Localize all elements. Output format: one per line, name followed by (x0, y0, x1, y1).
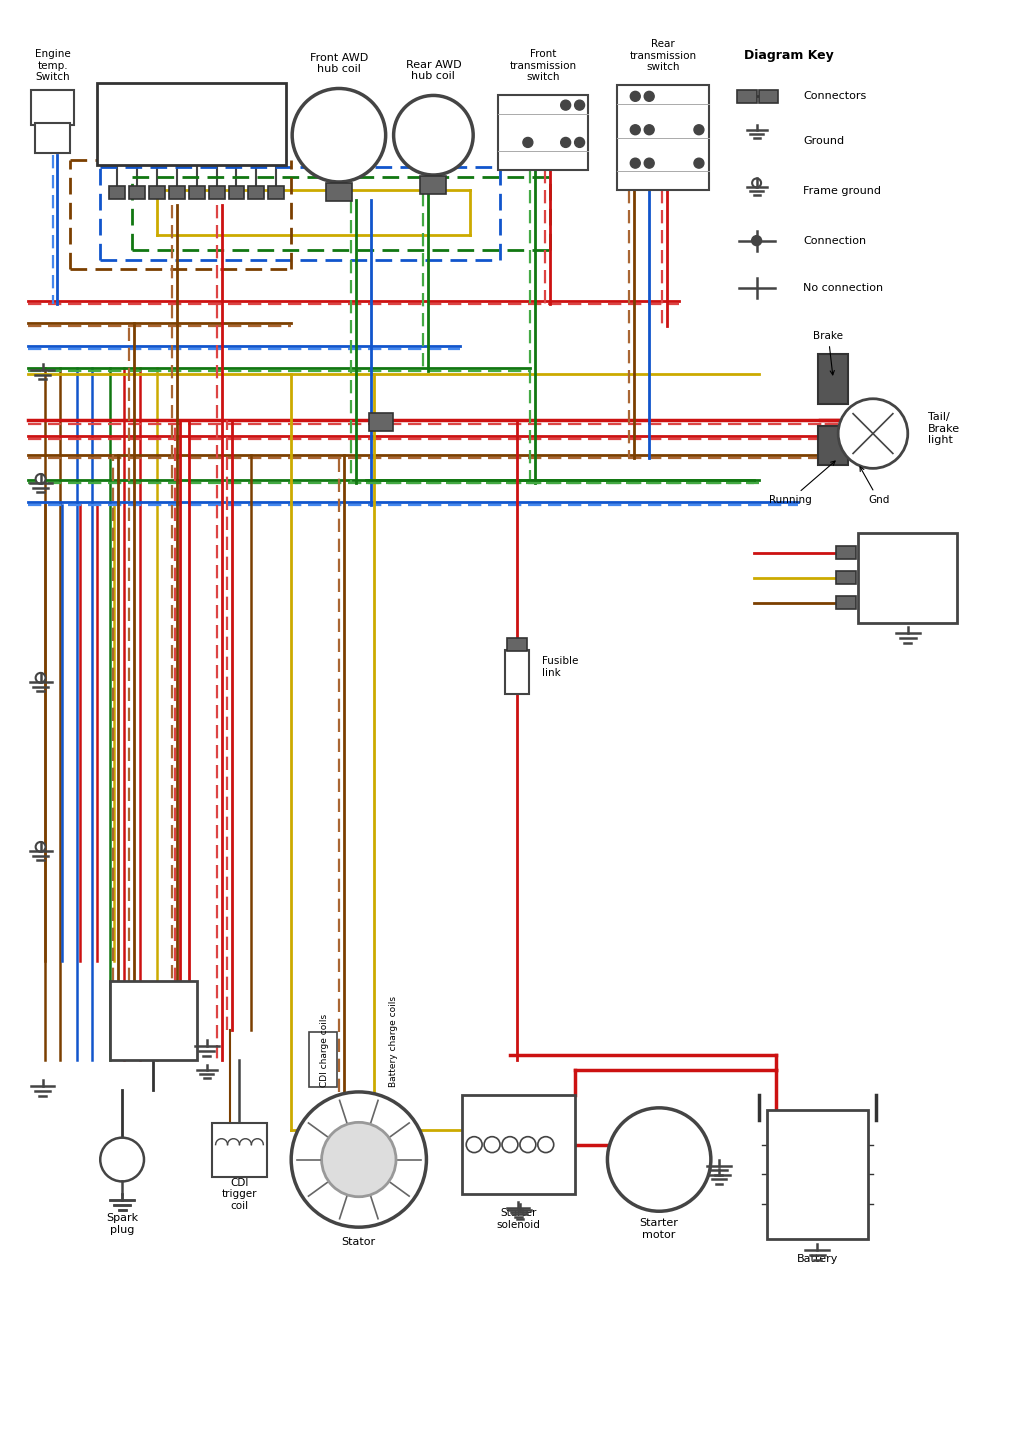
Text: Ground: Ground (803, 136, 844, 146)
Circle shape (630, 158, 640, 168)
Circle shape (100, 1137, 144, 1181)
Circle shape (644, 92, 654, 102)
Text: Spark
plug: Spark plug (106, 1213, 138, 1234)
Bar (269, 186, 284, 199)
Bar (97, 83, 286, 165)
Text: Ignition
coil: Ignition coil (132, 1010, 175, 1031)
Text: Rev: Rev (622, 92, 638, 100)
Bar (836, 596, 856, 609)
Text: Front
transmission
switch: Front transmission switch (509, 49, 577, 82)
Text: Battery: Battery (797, 1254, 838, 1264)
Circle shape (484, 1137, 500, 1153)
Text: +: + (809, 1130, 825, 1148)
Circle shape (394, 96, 473, 175)
Text: Frame ground: Frame ground (803, 186, 882, 196)
Text: Rear AWD
hub coil: Rear AWD hub coil (406, 60, 462, 82)
Bar (736, 90, 756, 103)
Circle shape (537, 1137, 553, 1153)
Bar (109, 186, 125, 199)
Circle shape (35, 673, 45, 683)
Text: CDI charge coils: CDI charge coils (319, 1014, 328, 1087)
Circle shape (644, 125, 654, 135)
Text: Starter
solenoid: Starter solenoid (497, 1209, 540, 1230)
Bar (369, 412, 393, 431)
Text: Connection: Connection (803, 236, 867, 246)
Text: Fusible
link: Fusible link (541, 656, 578, 679)
Bar (836, 547, 856, 560)
Text: CDI
trigger
coil: CDI trigger coil (222, 1177, 258, 1211)
Circle shape (561, 137, 571, 147)
Text: Diagram Key: Diagram Key (743, 49, 833, 62)
Bar (228, 186, 244, 199)
Circle shape (630, 125, 640, 135)
Circle shape (292, 89, 386, 182)
Text: Starter
motor: Starter motor (641, 1148, 678, 1170)
Circle shape (467, 1137, 482, 1153)
Bar (759, 90, 779, 103)
Circle shape (752, 179, 762, 188)
Bar (129, 186, 145, 199)
Bar (498, 96, 588, 170)
Text: Gnd: Gnd (860, 467, 890, 505)
Circle shape (35, 842, 45, 852)
Circle shape (291, 1093, 426, 1227)
Bar (836, 571, 856, 584)
Text: Battery charge coils: Battery charge coils (389, 995, 398, 1087)
Bar (617, 86, 709, 190)
Circle shape (607, 1108, 711, 1211)
Bar (309, 1032, 337, 1087)
Bar (189, 186, 205, 199)
Circle shape (575, 137, 585, 147)
Text: Tail/
Brake
light: Tail/ Brake light (927, 412, 960, 445)
Circle shape (321, 1123, 396, 1197)
Circle shape (751, 236, 762, 246)
Text: Stator: Stator (341, 1237, 376, 1247)
Bar (148, 186, 165, 199)
Text: Neut: Neut (622, 125, 642, 135)
Text: Brake: Brake (813, 331, 843, 375)
Bar (110, 981, 197, 1060)
Bar (463, 1095, 575, 1194)
Text: No connection: No connection (803, 284, 884, 294)
Bar (818, 354, 848, 404)
Circle shape (838, 398, 908, 468)
Text: Running: Running (769, 461, 835, 505)
Circle shape (694, 158, 704, 168)
Circle shape (630, 92, 640, 102)
Bar (34, 123, 71, 153)
Bar (326, 183, 351, 200)
Bar (818, 425, 848, 465)
Text: Voltage
regulator: Voltage regulator (882, 567, 933, 589)
Text: CDI
Unit: CDI Unit (174, 107, 210, 140)
Bar (505, 650, 529, 695)
Text: Connectors: Connectors (803, 92, 867, 102)
Text: High: High (622, 159, 641, 168)
Circle shape (520, 1137, 536, 1153)
Bar (858, 533, 957, 623)
Bar (212, 1123, 268, 1177)
Text: Low: Low (503, 137, 521, 147)
Text: Starter
motor: Starter motor (639, 1219, 679, 1240)
Text: Engine
temp.
Switch: Engine temp. Switch (34, 49, 71, 82)
Bar (30, 90, 75, 125)
Circle shape (575, 100, 585, 110)
Circle shape (502, 1137, 518, 1153)
Bar (248, 186, 265, 199)
Circle shape (694, 125, 704, 135)
Bar (507, 637, 527, 652)
Circle shape (35, 474, 45, 484)
Text: Front AWD
hub coil: Front AWD hub coil (310, 53, 368, 74)
Bar (420, 176, 446, 193)
Bar (209, 186, 224, 199)
Text: Rear
transmission
switch: Rear transmission switch (629, 39, 697, 72)
Text: Neut: Neut (503, 100, 525, 110)
Bar (767, 1110, 868, 1239)
Circle shape (523, 137, 533, 147)
Circle shape (561, 100, 571, 110)
Bar (169, 186, 185, 199)
Circle shape (644, 158, 654, 168)
Text: -: - (814, 1190, 821, 1209)
